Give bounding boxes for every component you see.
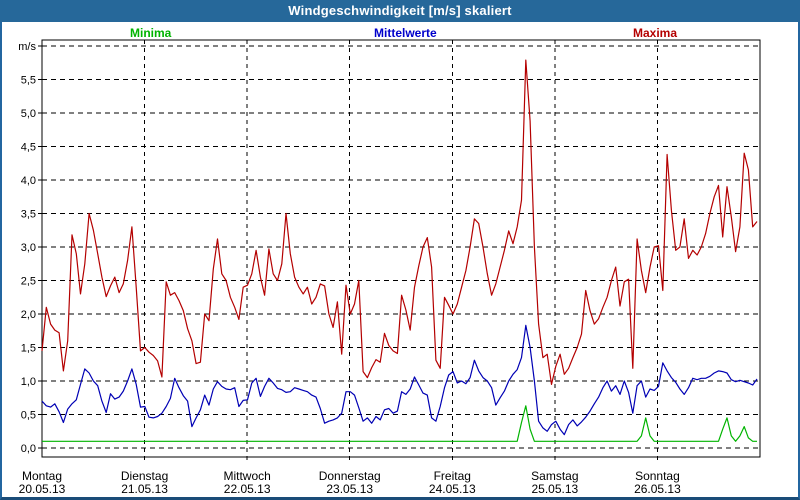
x-day-label: Samstag (531, 469, 578, 483)
x-date-label: 21.05.13 (121, 482, 168, 496)
x-date-label: 23.05.13 (326, 482, 373, 496)
y-tick-label: 2,5 (21, 276, 36, 288)
y-tick-label: 0,5 (21, 410, 36, 422)
title-bar: Windgeschwindigkeit [m/s] skaliert (0, 0, 800, 22)
x-date-label: 26.05.13 (634, 482, 681, 496)
x-day-label: Dienstag (121, 469, 168, 483)
y-tick-label: 4,0 (21, 175, 36, 187)
x-day-label: Mittwoch (223, 469, 270, 483)
x-date-label: 20.05.13 (19, 482, 66, 496)
legend-minima-label: Minima (130, 26, 172, 40)
plot-border (41, 39, 761, 458)
x-date-label: 25.05.13 (531, 482, 578, 496)
y-tick-label: 3,5 (21, 209, 36, 221)
y-tick-label: 2,0 (21, 309, 36, 321)
series-line-minima (42, 405, 757, 442)
x-day-label: Sonntag (635, 469, 680, 483)
legend-maxima-label: Maxima (633, 26, 678, 40)
x-day-label: Donnerstag (319, 469, 381, 483)
y-tick-label: 4,5 (21, 142, 36, 154)
y-tick-label: 3,0 (21, 242, 36, 254)
x-date-label: 22.05.13 (224, 482, 271, 496)
x-day-label: Montag (22, 469, 62, 483)
y-tick-label: 5,5 (21, 75, 36, 87)
window-title: Windgeschwindigkeit [m/s] skaliert (288, 3, 512, 18)
y-tick-label: 1,0 (21, 376, 36, 388)
y-tick-label: 0,0 (21, 443, 36, 455)
y-axis-unit-label: m/s (18, 41, 36, 53)
y-tick-label: 5,0 (21, 108, 36, 120)
series-line-mittelwerte (41, 324, 758, 436)
legend-mittelwerte-label: Mittelwerte (374, 26, 437, 40)
x-day-label: Freitag (434, 469, 471, 483)
x-date-label: 24.05.13 (429, 482, 476, 496)
series-line-maxima (41, 59, 758, 385)
y-tick-label: 1,5 (21, 343, 36, 355)
